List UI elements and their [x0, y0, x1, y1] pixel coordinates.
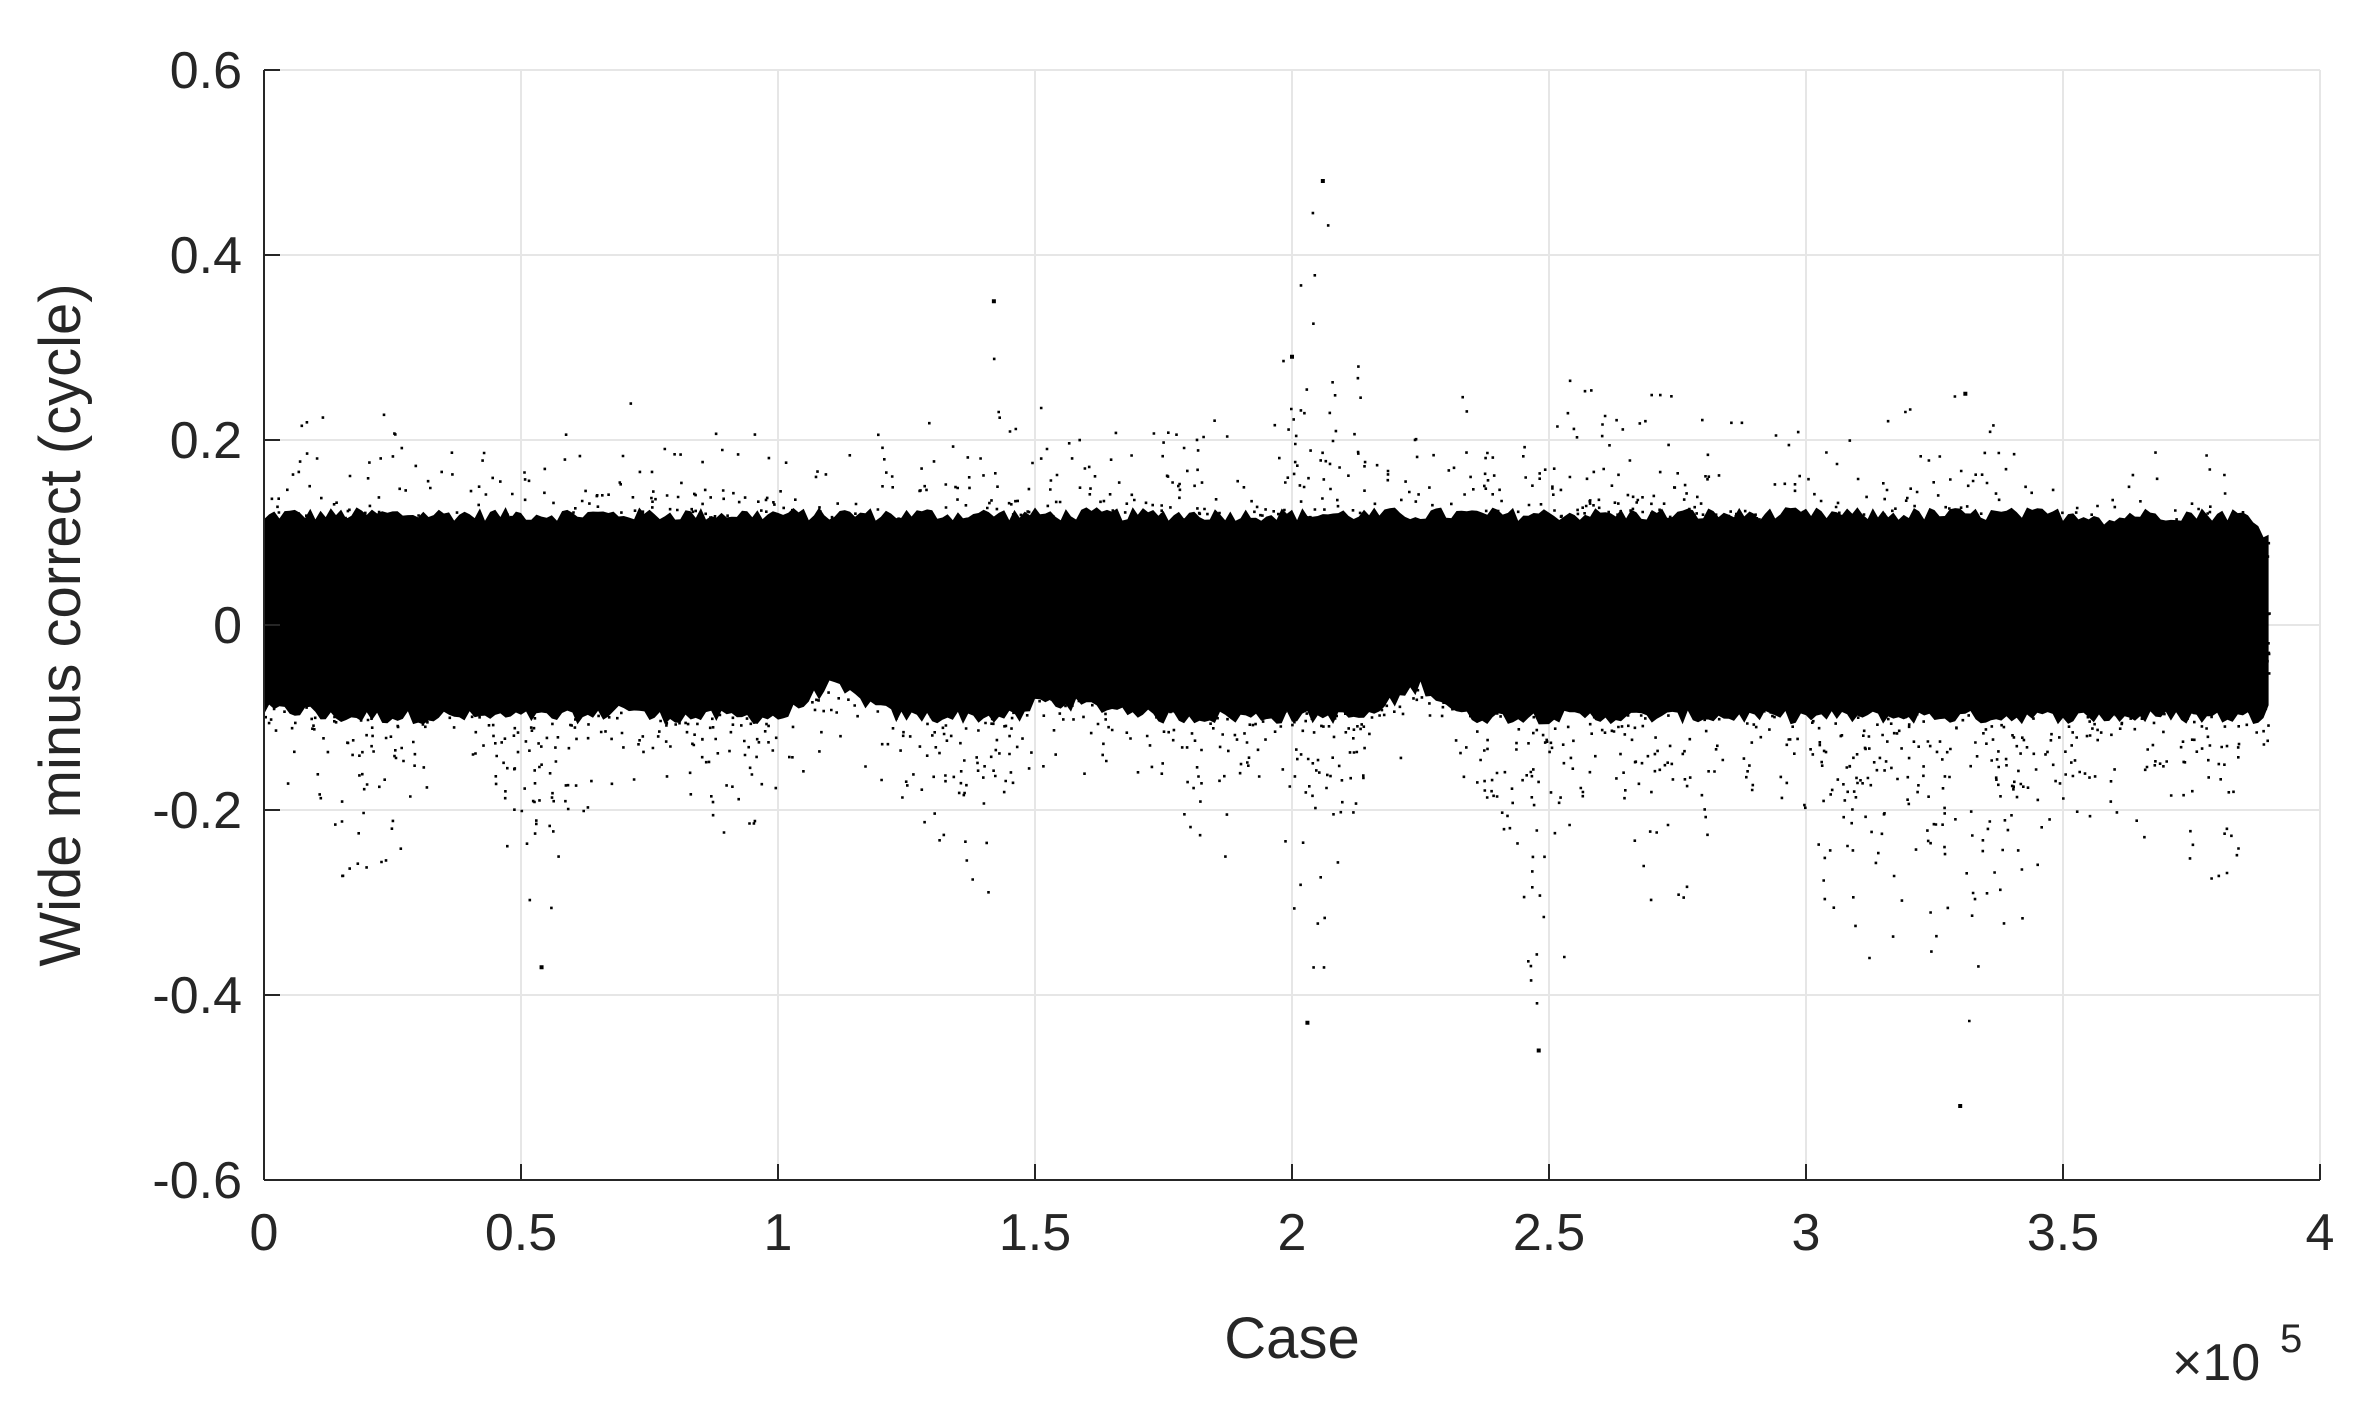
outlier-point [1290, 354, 1294, 359]
x-tick-label: 2 [1278, 1204, 1307, 1262]
x-tick-label: 1.5 [999, 1204, 1071, 1262]
scatter-points [264, 211, 2271, 1023]
y-tick-label: 0.4 [170, 227, 242, 285]
x-tick-label: 0.5 [485, 1204, 557, 1262]
tick-labels: 0 0.5 1 1.5 2 2.5 3 3.5 4 -0.6 -0.4 -0.2 0 0.2 0.4 0.6 [152, 42, 2334, 1262]
x-exponent-prefix: ×10 [2172, 1334, 2260, 1392]
outlier-point [991, 299, 996, 304]
x-tick-label: 3 [1792, 1204, 1821, 1262]
outlier-point [1536, 1048, 1541, 1053]
y-tick-label: 0.2 [170, 412, 242, 470]
x-tick-label: 3.5 [2027, 1204, 2099, 1262]
dense-point-cloud [264, 507, 2269, 725]
y-tick-label: -0.2 [152, 782, 242, 840]
outlier-point [539, 965, 544, 970]
x-tick-label: 0 [250, 1204, 279, 1262]
y-axis-title: Wide minus correct (cycle) [28, 283, 93, 966]
x-tick-label: 4 [2306, 1204, 2335, 1262]
y-tick-label: 0.6 [170, 42, 242, 100]
data-points [264, 179, 2271, 1108]
outlier-point [1305, 1020, 1310, 1025]
x-axis-title: Case [1224, 1306, 1359, 1371]
x-tick-label: 1 [764, 1204, 793, 1262]
y-tick-label: -0.6 [152, 1152, 242, 1210]
outlier-point [1958, 1104, 1963, 1108]
x-exponent-power: 5 [2280, 1317, 2302, 1361]
outlier-point [1320, 179, 1325, 183]
y-tick-label: 0 [213, 597, 242, 655]
axes [263, 69, 2321, 1181]
x-tick-label: 2.5 [1513, 1204, 1585, 1262]
y-tick-label: -0.4 [152, 967, 242, 1025]
outlier-point [1963, 391, 1968, 396]
x-exponent-label: ×10 5 [2172, 1317, 2302, 1392]
